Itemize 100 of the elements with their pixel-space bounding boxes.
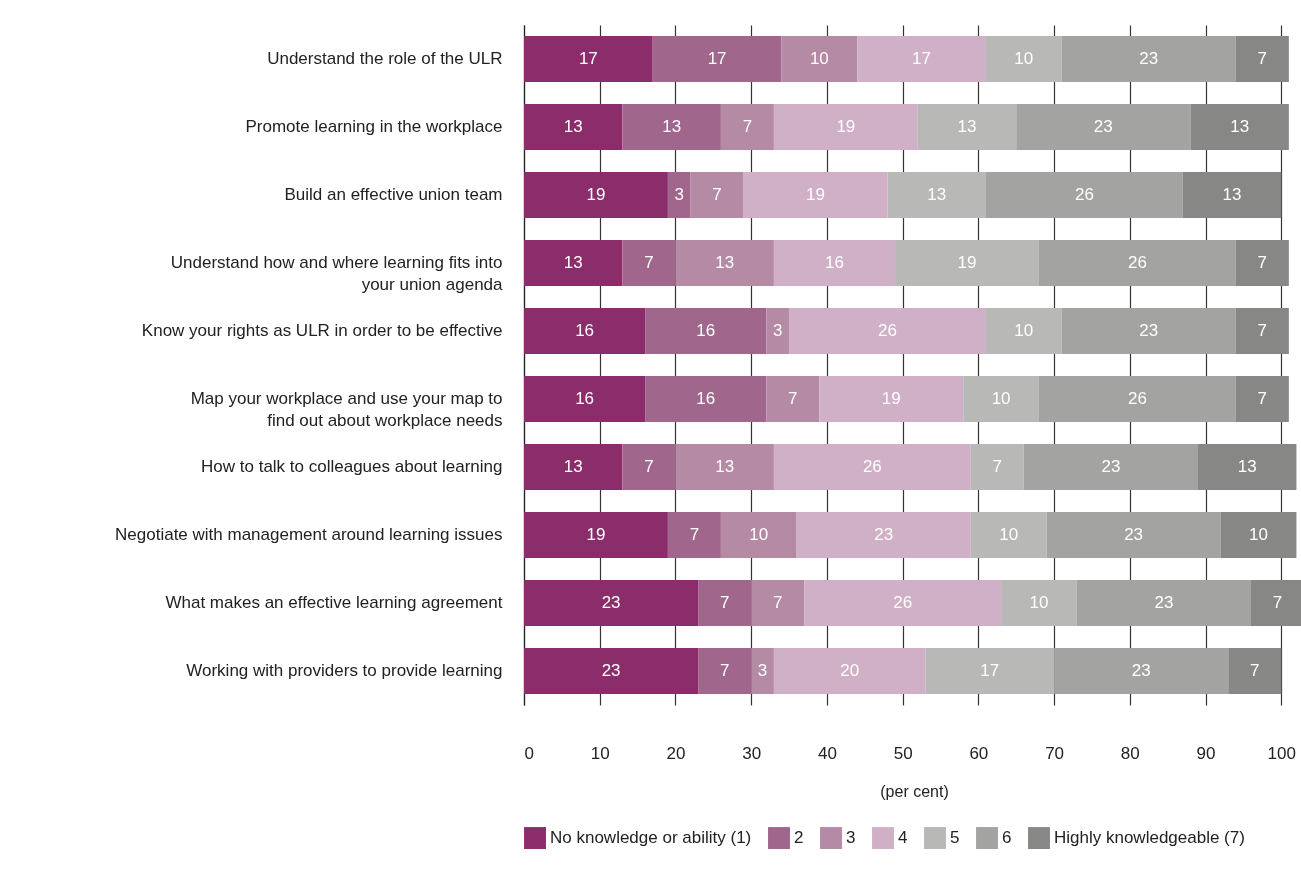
data-label: 17 [912, 49, 932, 68]
data-label: 7 [788, 389, 798, 408]
data-label: 26 [1127, 253, 1147, 272]
y-tick-label: How to talk to colleagues about learning [201, 457, 503, 476]
data-label: 7 [644, 457, 654, 476]
data-label: 13 [563, 253, 583, 272]
data-label: 7 [719, 593, 730, 612]
data-label: 10 [749, 525, 769, 544]
data-label: 23 [1154, 593, 1174, 612]
bar [524, 443, 623, 491]
bar [751, 647, 774, 695]
bar [917, 103, 1017, 151]
bar [887, 171, 986, 219]
data-label: 10 [991, 389, 1011, 408]
data-label: 19 [586, 525, 606, 544]
x-tick-label: 10 [590, 743, 610, 763]
bar [1235, 239, 1289, 287]
bar [524, 307, 646, 355]
data-label: 13 [715, 457, 735, 476]
bar [1076, 579, 1251, 627]
data-label: 3 [757, 661, 768, 680]
y-tick-label: What makes an effective learning agreement [165, 593, 503, 612]
x-tick-label: 0 [524, 743, 534, 763]
data-label: 7 [1257, 49, 1268, 68]
bar [1228, 647, 1282, 695]
data-label: 13 [957, 117, 977, 136]
data-label: 16 [825, 253, 844, 272]
bar [1182, 171, 1282, 219]
bar [720, 511, 797, 559]
bar [985, 307, 1062, 355]
x-tick-label: 50 [893, 743, 913, 763]
legend-label: 6 [1002, 828, 1012, 848]
bar [857, 35, 986, 83]
data-label: 26 [1074, 185, 1094, 204]
data-label: 3 [674, 185, 684, 204]
data-label: 16 [696, 321, 716, 340]
bar [1197, 443, 1297, 491]
y-tick-label: Build an effective union team [284, 185, 503, 204]
bar [720, 103, 774, 151]
bar [524, 511, 668, 559]
data-label: 23 [1139, 49, 1159, 68]
bar [524, 239, 623, 287]
bar [652, 35, 782, 83]
bar [1038, 375, 1236, 423]
data-label: 23 [1101, 457, 1121, 476]
data-label: 13 [563, 117, 583, 136]
data-label: 13 [1222, 185, 1242, 204]
data-label: 19 [957, 253, 977, 272]
bar [524, 375, 646, 423]
bar [1061, 35, 1236, 83]
data-label: 7 [1250, 661, 1260, 680]
data-label: 7 [992, 457, 1003, 476]
data-label: 23 [1124, 525, 1144, 544]
data-label: 10 [1029, 593, 1049, 612]
bar [970, 443, 1024, 491]
data-label: 10 [1249, 525, 1269, 544]
bar [895, 239, 1039, 287]
x-tick-label: 100 [1267, 743, 1296, 763]
data-label: 7 [719, 661, 730, 680]
bar [675, 239, 774, 287]
bar [1054, 647, 1229, 695]
legend-label: 5 [950, 828, 960, 848]
data-label: 16 [696, 389, 716, 408]
data-label: 20 [840, 661, 860, 680]
data-label: 10 [1014, 49, 1034, 68]
bar [1001, 579, 1077, 627]
bar [524, 579, 699, 627]
bar [1235, 375, 1289, 423]
x-tick-label: 30 [742, 743, 762, 763]
data-label: 17 [980, 661, 1000, 680]
bar [1046, 511, 1221, 559]
data-label: 10 [809, 49, 829, 68]
y-tick-label: Understand the role of the ULR [267, 49, 503, 68]
data-label: 23 [601, 661, 621, 680]
y-tick-label: Understand how and where learning fits into your union agenda [170, 253, 504, 294]
data-label: 7 [1272, 593, 1283, 612]
data-label: 7 [742, 117, 753, 136]
legend-label: No knowledge or ability (1) [550, 828, 752, 848]
data-label: 13 [1237, 457, 1257, 476]
x-tick-label: 90 [1196, 743, 1216, 763]
data-label: 19 [881, 389, 901, 408]
data-label: 7 [1257, 321, 1268, 340]
bar [622, 443, 676, 491]
data-label: 23 [874, 525, 894, 544]
x-axis-title: (per cent) [880, 782, 949, 800]
bar [1023, 443, 1198, 491]
legend-label: Highly knowledgeable (7) [1054, 828, 1245, 848]
bar [622, 239, 676, 287]
data-label: 10 [1014, 321, 1034, 340]
bar [963, 375, 1039, 423]
data-label: 13 [927, 185, 947, 204]
bar [1038, 239, 1236, 287]
bar [773, 443, 971, 491]
bar [766, 375, 820, 423]
legend-label: 4 [898, 828, 908, 848]
data-label: 13 [715, 253, 735, 272]
y-tick-label: Working with providers to provide learning [186, 661, 503, 680]
bar [645, 307, 767, 355]
x-tick-label: 40 [817, 743, 837, 763]
data-label: 23 [1139, 321, 1159, 340]
